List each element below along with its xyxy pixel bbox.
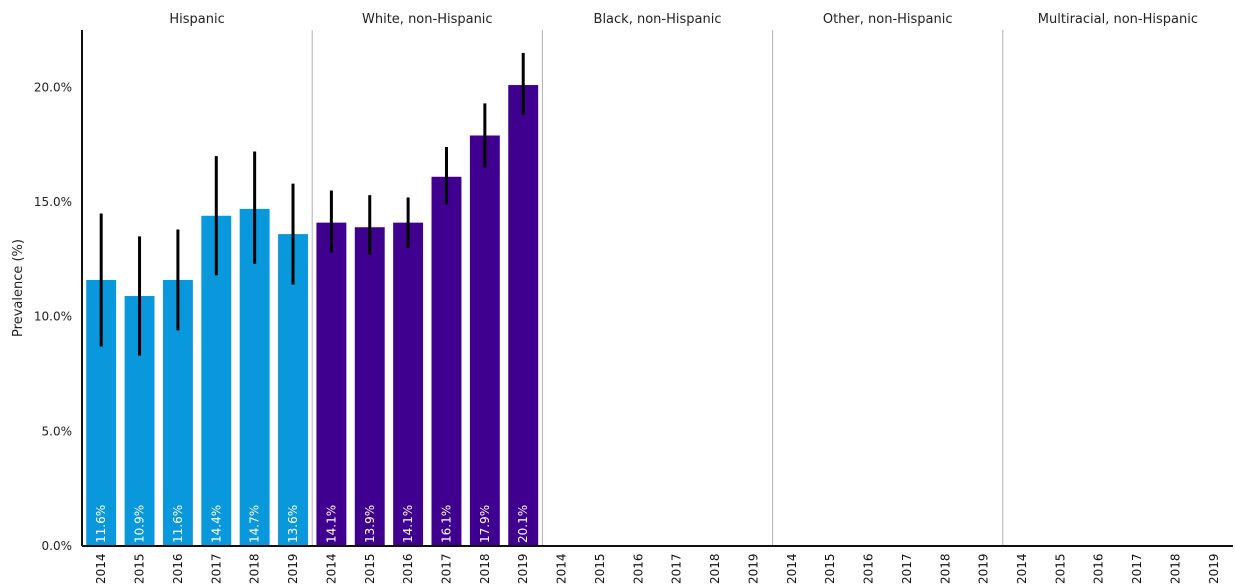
y-tick-label: 20.0%: [34, 80, 72, 94]
bar-labels: 11.6% 10.9% 11.6% 14.4% 14.7% 13.6% 14.1% 13.9%…: [94, 505, 530, 543]
bar-value-label: 11.6%: [171, 505, 185, 543]
x-tick-label: 2017: [439, 553, 453, 584]
x-tick-label: 2016: [1092, 553, 1106, 584]
x-tick-label: 2014: [324, 553, 338, 584]
x-tick-label: 2018: [248, 553, 262, 584]
bar: [354, 227, 385, 546]
bar-value-label: 17.9%: [478, 505, 492, 543]
bar: [278, 234, 308, 546]
panel-dividers: [311, 30, 1004, 546]
x-tick-label: 2019: [746, 553, 760, 584]
x-tick-label: 2014: [94, 553, 108, 584]
bar-value-label: 11.6%: [94, 505, 108, 543]
x-tick-label: 2017: [900, 553, 914, 584]
bar-value-label: 14.1%: [324, 505, 338, 543]
bar-value-label: 13.9%: [363, 505, 377, 543]
x-tick-label: 2019: [516, 553, 530, 584]
panel-title: Black, non-Hispanic: [594, 12, 722, 27]
x-tick-label: 2019: [977, 553, 991, 584]
bar: [508, 85, 539, 546]
x-tick-label: 2016: [862, 553, 876, 584]
bar: [469, 135, 500, 546]
x-tick-label: 2017: [209, 553, 223, 584]
panel-title: White, non-Hispanic: [362, 12, 493, 27]
error-bars: [99, 52, 525, 356]
y-ticks: 0.0% 5.0% 10.0% 15.0% 20.0%: [34, 80, 72, 553]
x-tick-label: 2018: [1168, 553, 1182, 584]
x-tick-label: 2014: [555, 553, 569, 584]
panel-title: Hispanic: [169, 12, 224, 27]
panel-title: Multiracial, non-Hispanic: [1038, 12, 1198, 27]
bar-value-label: 10.9%: [133, 505, 147, 543]
x-tick-label: 2017: [670, 553, 684, 584]
panel-titles: Hispanic White, non-Hispanic Black, non-Hi…: [169, 12, 1198, 27]
y-axis-title: Prevalence (%): [11, 239, 26, 337]
x-tick-label: 2015: [823, 553, 837, 584]
bar: [239, 208, 270, 546]
bar-value-label: 14.1%: [401, 505, 415, 543]
bar-value-label: 14.7%: [248, 505, 262, 543]
x-tick-label: 2015: [363, 553, 377, 584]
x-tick-label: 2018: [938, 553, 952, 584]
x-tick-label: 2017: [1130, 553, 1144, 584]
x-tick-label: 2019: [286, 553, 300, 584]
bar: [316, 222, 347, 546]
panel-title: Other, non-Hispanic: [823, 12, 953, 27]
x-tick-labels: 2014 2015 2016 2017 2018 2019 2014 2015 2016 2017…: [94, 553, 1221, 584]
y-tick-label: 15.0%: [34, 195, 72, 209]
y-tick-label: 5.0%: [42, 424, 73, 438]
y-tick-label: 0.0%: [42, 539, 73, 553]
x-tick-label: 2018: [478, 553, 492, 584]
y-axis: 0.0% 5.0% 10.0% 15.0% 20.0% Prevalence (%): [11, 30, 83, 553]
x-tick-label: 2014: [1015, 553, 1029, 584]
bars: [86, 85, 539, 547]
x-tick-label: 2015: [593, 553, 607, 584]
x-tick-label: 2014: [785, 553, 799, 584]
bar-value-label: 14.4%: [209, 505, 223, 543]
bar-value-label: 13.6%: [286, 505, 300, 543]
x-tick-label: 2016: [171, 553, 185, 584]
bar: [431, 176, 462, 547]
x-tick-label: 2018: [708, 553, 722, 584]
bar-value-label: 16.1%: [439, 505, 453, 543]
x-tick-label: 2015: [1053, 553, 1067, 584]
x-tick-label: 2019: [1207, 553, 1221, 584]
x-tick-label: 2016: [631, 553, 645, 584]
bar: [393, 222, 424, 546]
y-tick-label: 10.0%: [34, 310, 72, 324]
bar-value-label: 20.1%: [516, 505, 530, 543]
x-tick-label: 2016: [401, 553, 415, 584]
x-tick-label: 2015: [133, 553, 147, 584]
